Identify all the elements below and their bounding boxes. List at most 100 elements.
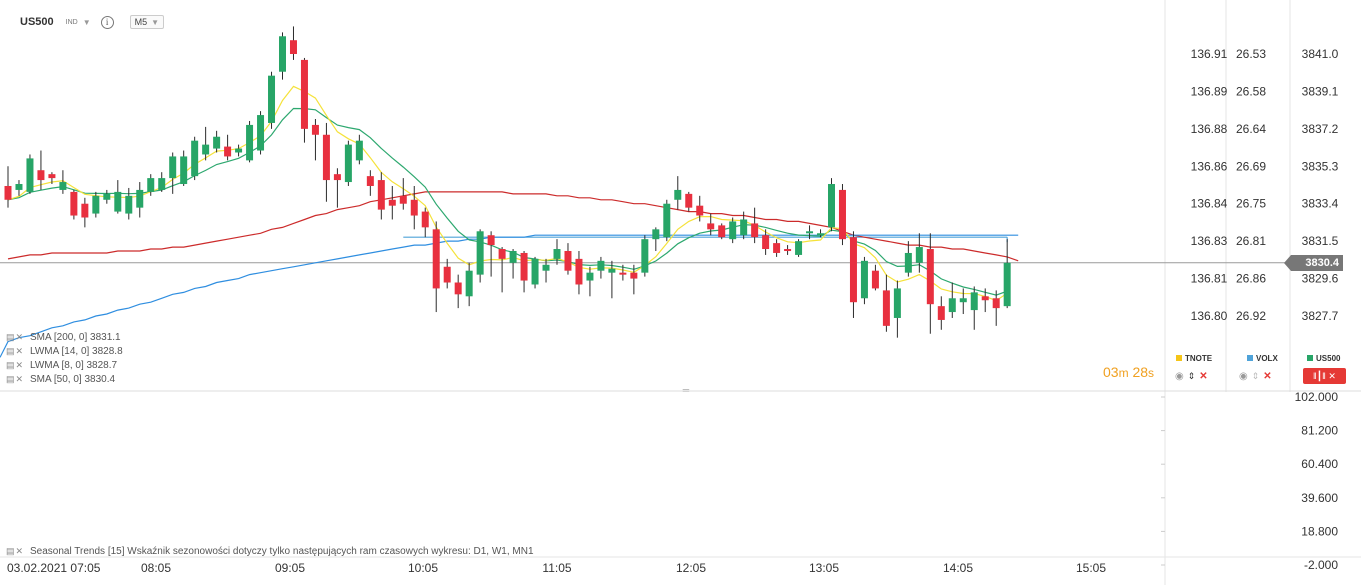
indicator-sma50[interactable]: ▤✕ SMA [50, 0] 3830.4 [6, 372, 123, 386]
countdown-second-unit: s [1148, 366, 1155, 380]
candle-bear [410, 199, 418, 216]
candle-bear [432, 229, 440, 289]
series-us500[interactable]: US500 [1307, 354, 1340, 363]
time-axis-label: 09:05 [275, 561, 305, 575]
eye-icon[interactable]: ◉ [1175, 371, 1184, 382]
us500-axis-label: 3829.6 [1302, 272, 1339, 286]
candle-bear [992, 298, 1000, 309]
candle-bear [454, 282, 462, 295]
candle-bull [268, 75, 276, 123]
candle-bear [871, 270, 879, 289]
close-icon[interactable]: ✕ [1263, 371, 1272, 382]
candle-bull [92, 195, 100, 214]
series-volx-controls: ◉ ⇕ ✕ [1239, 371, 1272, 382]
candle-bull [915, 247, 923, 263]
candle-bear [751, 223, 759, 238]
candle-bear [224, 146, 232, 157]
indicator-label: LWMA [8, 0] 3828.7 [30, 359, 118, 371]
countdown-seconds: 28 [1132, 364, 1149, 380]
candle-bear [37, 170, 45, 181]
volx-axis-label: 26.86 [1236, 272, 1266, 286]
candle-bull [729, 221, 737, 240]
candle-bear [443, 266, 451, 283]
candle-bull [59, 182, 67, 190]
candle-bear [762, 235, 770, 250]
last-price-tag: 3830.4 [1284, 255, 1343, 271]
time-axis-label: 10:05 [408, 561, 438, 575]
candle-bull [213, 136, 221, 149]
settings-icon[interactable]: ▤✕ [6, 546, 25, 556]
volx-axis-label: 26.64 [1236, 122, 1266, 136]
countdown-minute-unit: m [1118, 366, 1129, 380]
candle-bear [333, 174, 341, 181]
candle-bull [674, 189, 682, 200]
candle-bear [882, 290, 890, 326]
candle-bull [641, 239, 649, 273]
candle-bull [246, 124, 254, 161]
series-us500-controls[interactable]: ‖┃‖ ✕ [1303, 368, 1346, 384]
lower-axis-label: 81.200 [1301, 424, 1338, 438]
settings-icon[interactable]: ▤✕ [6, 359, 25, 370]
candle-bear [937, 306, 945, 320]
candle-bull [597, 260, 605, 271]
candles-icon[interactable]: ‖┃‖ [1313, 371, 1326, 381]
indicator-sma200[interactable]: ▤✕ SMA [200, 0] 3831.1 [6, 330, 123, 344]
settings-icon[interactable]: ▤✕ [6, 345, 25, 356]
eye-icon[interactable]: ◉ [1239, 371, 1248, 382]
series-tnote[interactable]: TNOTE [1176, 354, 1212, 363]
indicator-lwma8[interactable]: ▤✕ LWMA [8, 0] 3828.7 [6, 358, 123, 372]
volx-axis-label: 26.53 [1236, 47, 1266, 61]
lower-axis-label: 18.800 [1301, 524, 1338, 538]
reorder-icon[interactable]: ⇕ [1187, 371, 1196, 381]
reorder-icon[interactable]: ⇕ [1251, 371, 1260, 381]
candle-bull [608, 268, 616, 273]
tnote-axis-label: 136.84 [1191, 197, 1228, 211]
candle-bull [740, 219, 748, 236]
candle-bull [202, 144, 210, 155]
timeframe-value: M5 [134, 17, 148, 27]
candle-bear [926, 249, 934, 305]
time-axis-label: 15:05 [1076, 561, 1106, 575]
indicator-lwma14[interactable]: ▤✕ LWMA [14, 0] 3828.8 [6, 344, 123, 358]
candle-bull [806, 231, 814, 234]
close-icon[interactable]: ✕ [1199, 371, 1208, 382]
candle-bull [103, 193, 111, 200]
tnote-axis-label: 136.81 [1191, 272, 1228, 286]
settings-icon[interactable]: ▤✕ [6, 331, 25, 342]
time-axis-label: 03.02.2021 07:05 [7, 561, 101, 575]
series-label: VOLX [1256, 354, 1278, 363]
candle-bear [773, 243, 781, 253]
candle-bull [542, 264, 550, 271]
us500-axis-label: 3827.7 [1302, 309, 1339, 323]
candle-bear [311, 124, 319, 135]
candle-bear [619, 272, 627, 275]
candle-bear [388, 199, 396, 206]
symbol-name[interactable]: US500 [20, 16, 54, 28]
time-axis-label: 14:05 [943, 561, 973, 575]
chevron-down-icon[interactable]: ▼ [82, 17, 91, 27]
tnote-axis-label: 136.88 [1191, 122, 1228, 136]
candle-bear [377, 180, 385, 210]
us500-axis-label: 3831.5 [1302, 234, 1339, 248]
settings-icon[interactable]: ▤✕ [6, 373, 25, 384]
timeframe-select[interactable]: M5 ▼ [129, 15, 165, 29]
time-axis-label: 08:05 [141, 561, 171, 575]
volx-axis-label: 26.75 [1236, 197, 1266, 211]
candle-bear [575, 258, 583, 285]
candle-bull [531, 258, 539, 285]
candle-bear [70, 191, 78, 216]
series-volx[interactable]: VOLX [1247, 354, 1278, 363]
candle-bull [136, 189, 144, 208]
candle-bear [718, 225, 726, 238]
close-icon[interactable]: ✕ [1328, 371, 1336, 381]
volx-axis-label: 26.92 [1236, 309, 1266, 323]
candle-countdown: 03m 28s [1103, 364, 1154, 380]
candle-bear [48, 174, 56, 179]
candle-bull [959, 298, 967, 303]
series-label: US500 [1316, 354, 1341, 363]
indicator-label: SMA [50, 0] 3830.4 [30, 373, 116, 385]
candle-bear [322, 134, 330, 181]
info-icon[interactable]: i [100, 15, 114, 29]
countdown-minutes: 03 [1103, 364, 1119, 380]
